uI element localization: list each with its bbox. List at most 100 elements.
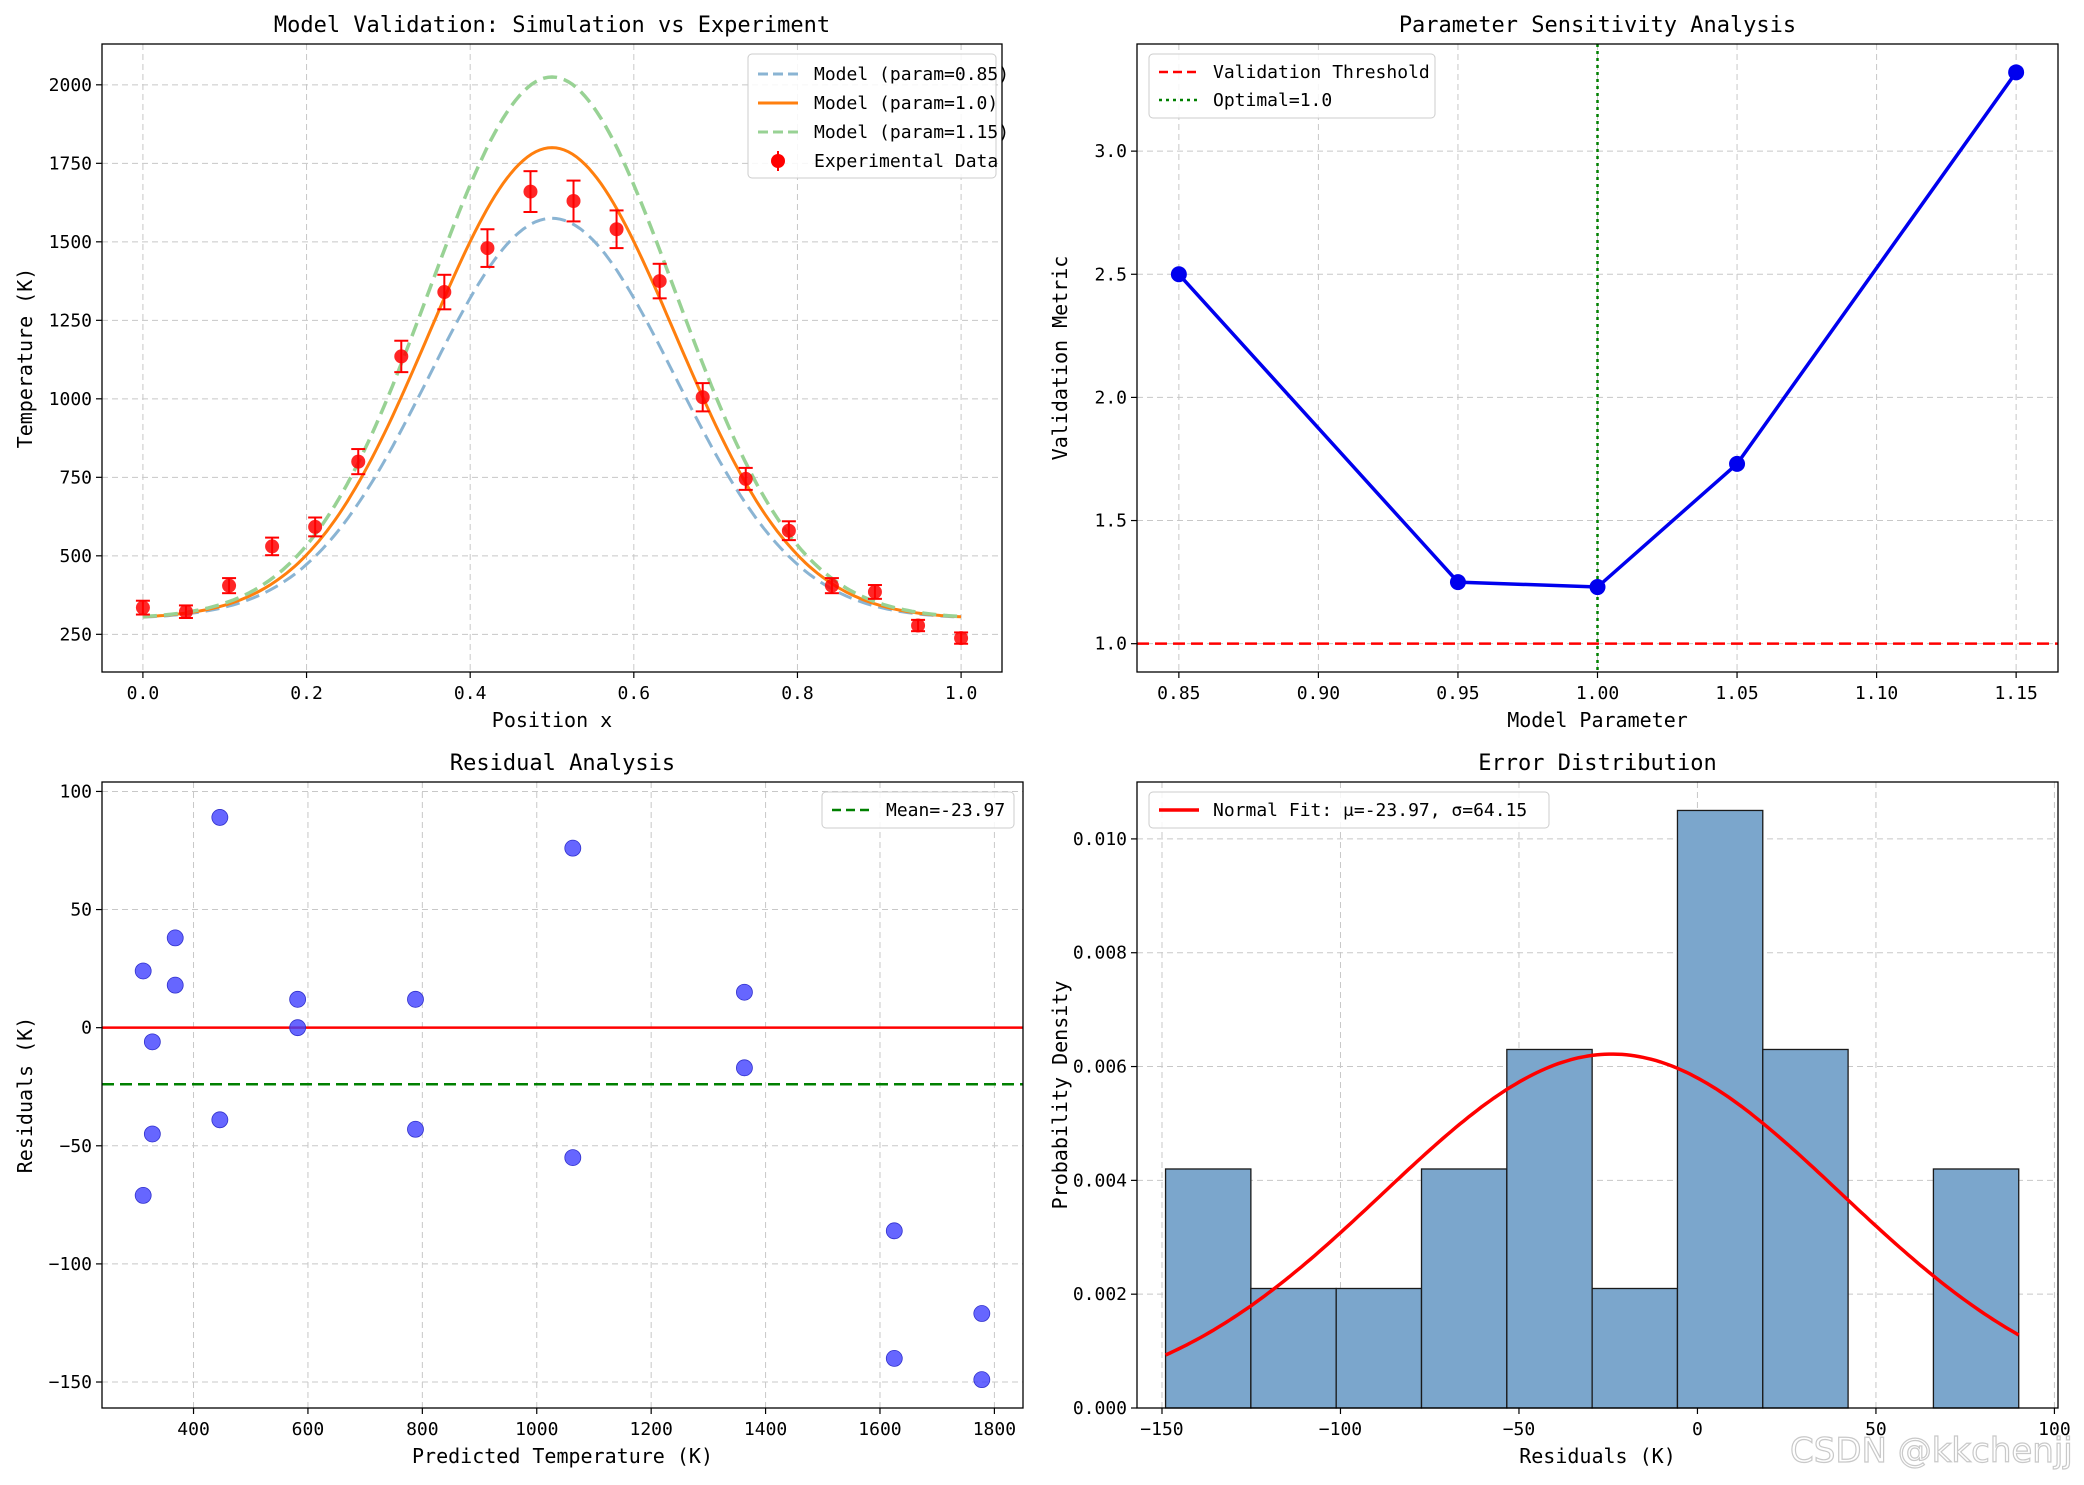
x-tick-label: 0: [1692, 1419, 1703, 1440]
y-tick-label: 0.002: [1073, 1284, 1127, 1305]
axes-frame: [101, 781, 1024, 1409]
residual-point: [736, 1059, 753, 1077]
y-tick-label: 3.0: [1094, 141, 1127, 162]
x-tick-label: −150: [1140, 1419, 1183, 1440]
experimental-point: [867, 584, 882, 599]
experimental-point: [954, 631, 969, 646]
histogram-bar: [1676, 809, 1764, 1409]
histogram-bar: [1420, 1168, 1508, 1409]
residual-point: [143, 1125, 161, 1143]
y-axis-label: Validation Metric: [1048, 256, 1072, 461]
y-tick-label: 1250: [49, 310, 92, 331]
residual-point: [289, 990, 307, 1008]
metric-point: [1170, 266, 1187, 283]
legend-label: Model (param=1.15): [814, 122, 1009, 143]
y-tick-label: 0.000: [1073, 1398, 1127, 1419]
residual-point: [407, 990, 424, 1008]
residual-point: [885, 1222, 903, 1240]
y-tick-label: 0.006: [1073, 1057, 1127, 1078]
legend-label: Normal Fit: μ=-23.97, σ=64.15: [1213, 800, 1527, 821]
x-tick-label: 1800: [973, 1419, 1016, 1440]
model-curve-3: [142, 75, 962, 619]
experimental-point: [609, 222, 624, 237]
residual-point: [211, 1111, 229, 1129]
model-curve-2: [142, 146, 962, 619]
x-tick-label: −50: [1503, 1419, 1536, 1440]
model-validation-chart: 0.0 0.2 0.4 0.6 0.8 1.0 250 500 750 1000 1250 1500 1…: [13, 13, 1009, 732]
x-tick-label: 100: [2038, 1419, 2071, 1440]
experimental-point: [781, 523, 796, 538]
axes-frame: [1136, 43, 2059, 673]
legend-box: [747, 53, 997, 179]
residual-point: [289, 1019, 307, 1037]
y-tick-label: 100: [59, 781, 92, 802]
axes-frame: [1136, 781, 2059, 1409]
normal-fit-curve: [1164, 1052, 2020, 1357]
x-tick-label: 800: [406, 1419, 439, 1440]
experimental-point: [695, 390, 710, 405]
x-tick-label: 1.05: [1715, 683, 1758, 704]
experimental-point: [566, 194, 581, 208]
x-tick-label: 50: [1865, 1419, 1887, 1440]
legend-label: Optimal=1.0: [1213, 90, 1332, 111]
y-tick-label: 250: [59, 624, 92, 645]
y-tick-label: 0.008: [1073, 943, 1127, 964]
y-tick-label: 1500: [49, 232, 92, 253]
x-axis-label: Predicted Temperature (K): [412, 1444, 713, 1468]
chart-title: Residual Analysis: [450, 751, 675, 776]
watermark: CSDN @kkchenjj: [1790, 1431, 2073, 1471]
x-tick-label: 1000: [515, 1419, 558, 1440]
legend-box: [1148, 791, 1550, 829]
histogram-bar: [1762, 1048, 1849, 1409]
residual-point: [564, 839, 582, 857]
x-tick-label: 1400: [744, 1419, 787, 1440]
y-tick-label: 1.0: [1094, 634, 1127, 655]
x-tick-label: 1600: [858, 1419, 901, 1440]
histogram-bar: [1932, 1168, 2020, 1409]
residual-point: [885, 1349, 903, 1367]
experimental-point: [135, 600, 150, 615]
histogram-bar: [1164, 1168, 1252, 1409]
histogram-bar: [1506, 1048, 1593, 1409]
x-tick-label: 1.00: [1576, 683, 1619, 704]
y-tick-label: 750: [59, 467, 92, 488]
y-tick-label: 500: [59, 546, 92, 567]
experimental-point: [394, 349, 409, 364]
x-tick-label: 0.6: [618, 683, 651, 704]
y-tick-label: −50: [59, 1136, 92, 1157]
error-distribution-chart: −150 −100 −50 0 50 100 0.000 0.002 0.004 0.006 0.0…: [1048, 751, 2071, 1468]
y-tick-label: −150: [49, 1372, 92, 1393]
y-tick-label: 0.004: [1073, 1170, 1127, 1191]
x-tick-label: 0.8: [781, 683, 814, 704]
x-tick-label: 0.90: [1297, 683, 1340, 704]
experimental-point: [738, 471, 753, 486]
x-axis-label: Position x: [492, 708, 612, 732]
legend-label: Mean=-23.97: [886, 800, 1005, 821]
metric-point: [1589, 579, 1606, 596]
y-tick-label: 0: [81, 1018, 92, 1039]
residual-point: [736, 983, 753, 1001]
y-axis-label: Temperature (K): [13, 268, 37, 449]
y-tick-label: 1750: [49, 153, 92, 174]
legend-box: [1148, 53, 1436, 119]
y-tick-label: 1.5: [1094, 511, 1127, 532]
parameter-sensitivity-chart: 0.85 0.90 0.95 1.00 1.05 1.10 1.15 1.0 1.5 2.0 2.5…: [1048, 13, 2059, 732]
y-tick-label: 1000: [49, 389, 92, 410]
y-tick-label: 50: [70, 900, 92, 921]
experimental-point: [480, 241, 495, 256]
model-curve-1: [142, 216, 962, 619]
x-tick-label: 0.2: [290, 683, 323, 704]
legend-label: Validation Threshold: [1213, 62, 1430, 83]
metric-point: [1729, 455, 1746, 472]
experimental-point: [178, 604, 193, 619]
experimental-point: [824, 578, 839, 593]
x-axis-label: Model Parameter: [1507, 708, 1688, 732]
metric-point: [1449, 574, 1466, 591]
y-tick-label: 2000: [49, 75, 92, 96]
residual-point: [564, 1149, 582, 1166]
x-tick-label: −100: [1319, 1419, 1362, 1440]
histogram-bar: [1335, 1287, 1423, 1409]
chart-title: Model Validation: Simulation vs Experime…: [274, 13, 830, 38]
legend-swatch: [771, 154, 785, 168]
metric-point: [2008, 64, 2025, 81]
